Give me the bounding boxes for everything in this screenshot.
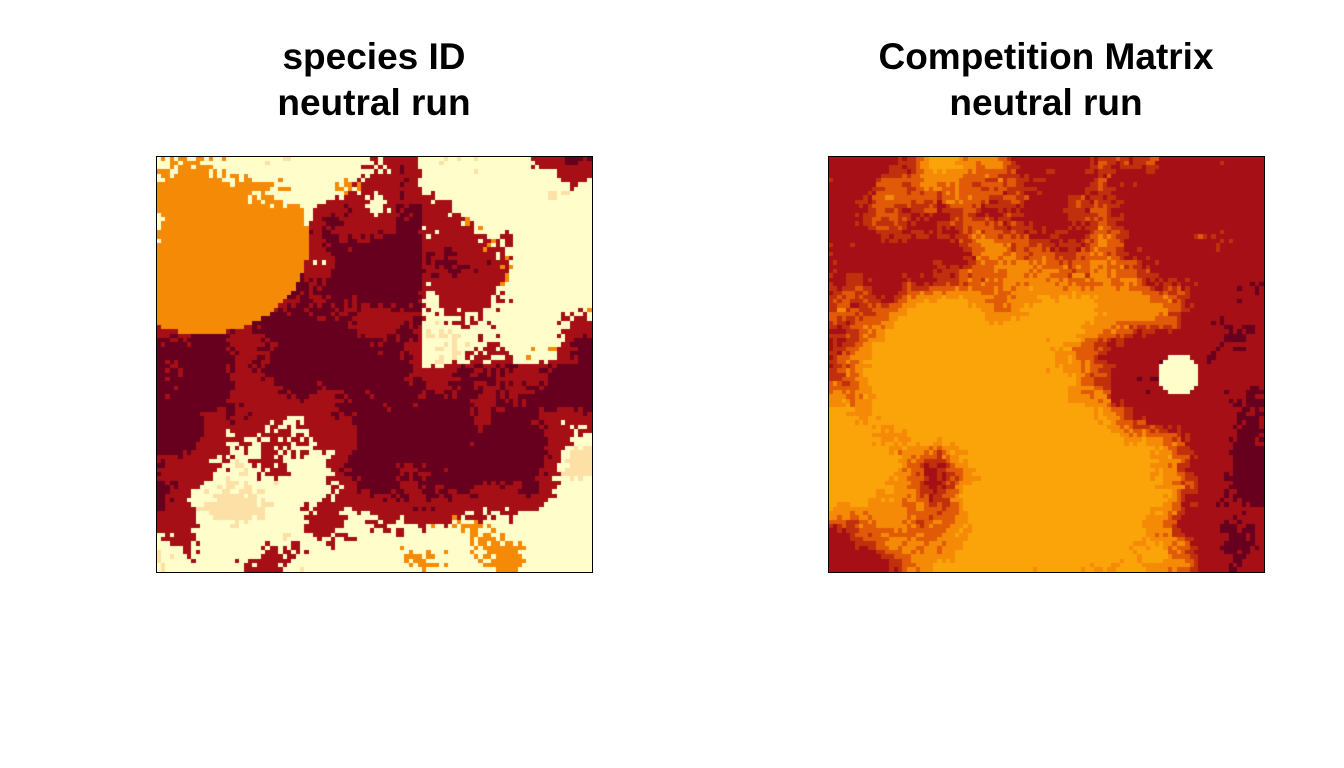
- chart-panel-competition-matrix: Competition Matrix neutral run: [672, 0, 1344, 768]
- chart-panel-species-id: species ID neutral run: [0, 34, 748, 573]
- chart-subtitle-line: neutral run: [949, 82, 1143, 123]
- heatmap-canvas-competition-matrix: [829, 157, 1264, 572]
- chart-subtitle-line: neutral run: [277, 82, 471, 123]
- chart-title-line: Competition Matrix: [878, 36, 1214, 77]
- chart-title-species-id: species ID neutral run: [0, 34, 748, 126]
- chart-title-competition-matrix: Competition Matrix neutral run: [672, 34, 1344, 126]
- chart-title-line: species ID: [282, 36, 466, 77]
- heatmap-canvas-species-id: [157, 157, 592, 572]
- heatmap-plot-area-competition-matrix: [828, 156, 1265, 573]
- heatmap-plot-area-species-id: [156, 156, 593, 573]
